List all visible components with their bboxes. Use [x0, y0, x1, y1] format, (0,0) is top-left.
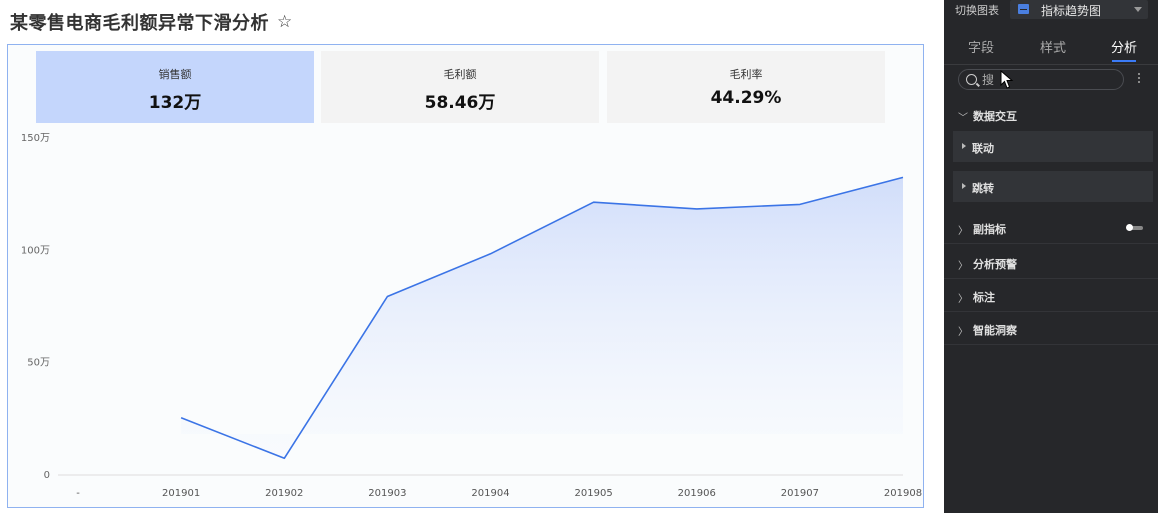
panel-tabs: 字段 样式 分析 — [944, 30, 1158, 65]
kpi-gross-profit[interactable]: 毛利额 58.46万 — [321, 51, 599, 123]
x-tick-label: - — [76, 488, 80, 499]
caret-right-icon — [962, 183, 966, 189]
chevron-right-icon: 〉 — [958, 327, 968, 338]
kpi-sales-label: 销售额 — [158, 68, 192, 81]
section-data-interaction[interactable]: ﹀ 数据交互 — [944, 100, 1158, 130]
config-panel: 切换图表 指标趋势图 字段 样式 分析 ﹀ 数据交互 联动 跳转 〉 副指标 〉… — [944, 0, 1158, 513]
more-options-icon[interactable] — [1137, 72, 1141, 86]
caret-down-icon — [1134, 7, 1142, 12]
kpi-sales-value: 132万 — [148, 93, 202, 113]
x-tick-label: 201904 — [471, 488, 509, 499]
chevron-down-icon: ﹀ — [958, 113, 968, 124]
search-icon — [966, 74, 977, 85]
switch-chart-label: 切换图表 — [955, 4, 999, 17]
kpi-gross-margin-label: 毛利率 — [729, 68, 763, 81]
section-insight-label: 智能洞察 — [973, 324, 1017, 337]
title-row: 某零售电商毛利额异常下滑分析 ☆ — [10, 9, 292, 35]
x-tick-label: 201903 — [368, 488, 406, 499]
x-tick-label: 201901 — [162, 488, 200, 499]
chevron-right-icon: 〉 — [958, 261, 968, 272]
section-data-interaction-label: 数据交互 — [973, 110, 1017, 123]
section-sub-indicator[interactable]: 〉 副指标 — [944, 213, 1158, 244]
kpi-gross-margin[interactable]: 毛利率 44.29% — [607, 51, 885, 123]
y-axis: 0 50万 100万 150万 — [21, 133, 50, 481]
search-input[interactable] — [982, 71, 1112, 88]
section-alert[interactable]: 〉 分析预警 — [944, 248, 1158, 279]
chevron-right-icon: 〉 — [958, 226, 968, 237]
tab-style[interactable]: 样式 — [1040, 41, 1067, 56]
section-annotation-label: 标注 — [973, 291, 995, 304]
trend-chart[interactable]: 0 50万 100万 150万 - 201901 201902 201903 201904 20… — [8, 125, 925, 508]
indicator-trend-card[interactable]: 销售额 132万 毛利额 58.46万 毛利率 44.29% 0 50万 100万 1… — [7, 44, 924, 508]
sub-item-jump[interactable]: 跳转 — [953, 171, 1153, 202]
kpi-sales[interactable]: 销售额 132万 — [36, 51, 314, 123]
series-area — [181, 177, 904, 459]
sub-item-linkage-label: 联动 — [972, 142, 994, 155]
dashboard-canvas: 某零售电商毛利额异常下滑分析 ☆ 销售额 132万 毛利额 58.46万 毛利率… — [7, 9, 924, 508]
kpi-gross-margin-value: 44.29% — [710, 88, 782, 108]
x-tick-label: 201907 — [781, 488, 819, 499]
kpi-gross-profit-value: 58.46万 — [424, 93, 496, 113]
y-tick-label: 150万 — [21, 133, 50, 144]
tab-fields[interactable]: 字段 — [968, 41, 995, 56]
caret-right-icon — [962, 143, 966, 149]
star-icon[interactable]: ☆ — [277, 12, 293, 32]
x-tick-label: 201905 — [575, 488, 613, 499]
sub-indicator-toggle[interactable] — [1126, 224, 1143, 231]
x-tick-label: 201908 — [884, 488, 922, 499]
chart-type-icon — [1018, 4, 1029, 14]
section-alert-label: 分析预警 — [973, 258, 1017, 271]
series-line — [180, 176, 904, 460]
x-tick-label: 201902 — [265, 488, 303, 499]
chart-type-select[interactable]: 指标趋势图 — [1010, 0, 1148, 19]
sub-item-jump-label: 跳转 — [972, 182, 994, 195]
x-tick-label: 201906 — [678, 488, 716, 499]
page-title: 某零售电商毛利额异常下滑分析 — [10, 13, 269, 34]
chevron-right-icon: 〉 — [958, 294, 968, 305]
section-insight[interactable]: 〉 智能洞察 — [944, 314, 1158, 345]
sub-item-linkage[interactable]: 联动 — [953, 131, 1153, 162]
section-annotation[interactable]: 〉 标注 — [944, 281, 1158, 312]
tab-analysis[interactable]: 分析 — [1111, 41, 1138, 56]
series-layer — [180, 176, 904, 460]
y-tick-label: 50万 — [27, 358, 50, 369]
y-tick-label: 100万 — [21, 245, 50, 256]
section-sub-indicator-label: 副指标 — [973, 223, 1006, 236]
x-axis: - 201901 201902 201903 201904 201905 201906 201… — [58, 474, 922, 499]
chart-switch-row: 切换图表 指标趋势图 — [944, 0, 1158, 20]
active-tab-indicator — [1112, 60, 1136, 62]
mouse-cursor-icon — [1000, 70, 1014, 89]
chart-type-value: 指标趋势图 — [1041, 4, 1102, 18]
y-tick-label: 0 — [44, 470, 50, 481]
search-box[interactable] — [958, 69, 1124, 90]
kpi-gross-profit-label: 毛利额 — [443, 68, 477, 81]
